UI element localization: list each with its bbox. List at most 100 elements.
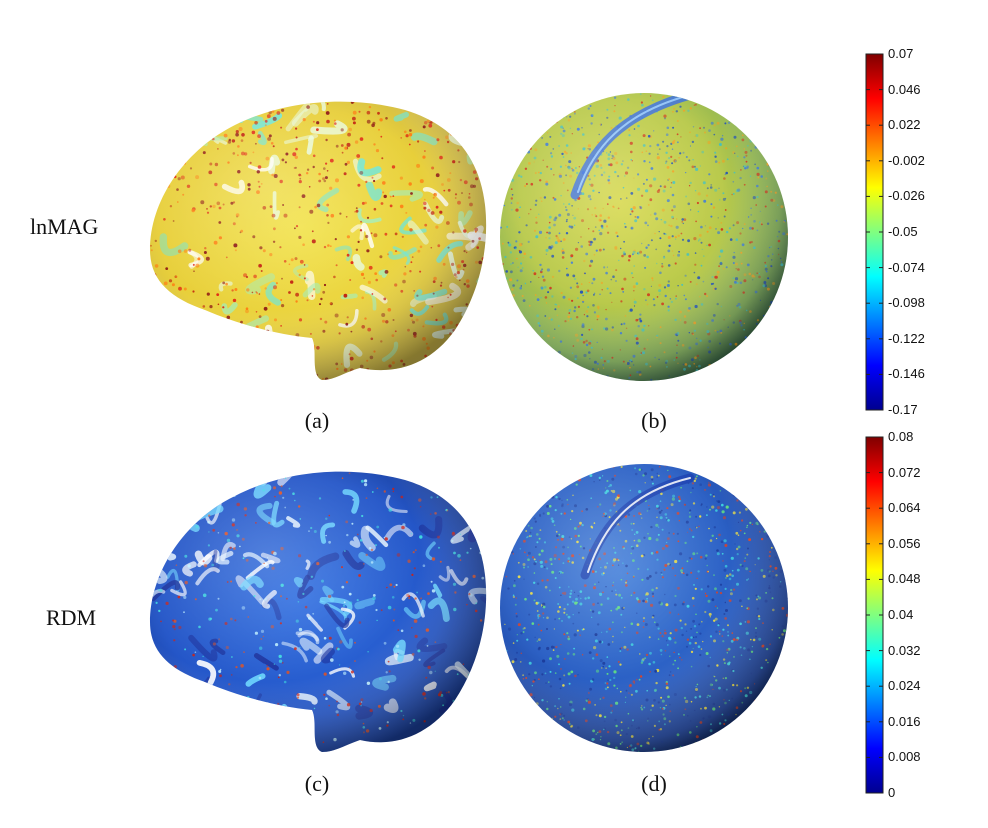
- surface-speckle: [774, 159, 778, 162]
- surface-speckle: [168, 296, 171, 299]
- brain-gyrus-fold: [181, 355, 204, 370]
- surface-speckle: [749, 358, 751, 360]
- surface-speckle: [513, 339, 517, 343]
- surface-speckle: [669, 93, 673, 96]
- surface-speckle: [452, 335, 456, 339]
- surface-speckle: [160, 287, 164, 291]
- surface-speckle: [514, 373, 517, 376]
- surface-speckle: [577, 105, 580, 108]
- surface-speckle: [478, 101, 482, 104]
- surface-speckle: [282, 362, 286, 366]
- surface-speckle: [774, 330, 778, 334]
- surface-speckle: [466, 115, 470, 119]
- surface-speckle: [775, 164, 778, 167]
- surface-speckle: [165, 336, 169, 340]
- surface-speckle: [295, 368, 299, 372]
- surface-speckle: [782, 187, 786, 191]
- surface-speckle: [268, 724, 272, 729]
- surface-speckle: [590, 99, 593, 102]
- surface-speckle: [588, 93, 591, 96]
- brain-gyrus-fold: [195, 732, 207, 752]
- surface-speckle: [540, 729, 543, 732]
- surface-speckle: [548, 492, 552, 495]
- surface-speckle: [468, 323, 473, 327]
- surface-speckle: [507, 344, 511, 348]
- surface-speckle: [160, 309, 164, 313]
- surface-speckle: [169, 101, 173, 105]
- surface-speckle: [537, 131, 541, 135]
- surface-speckle: [758, 742, 760, 745]
- surface-speckle: [513, 703, 517, 706]
- surface-speckle: [152, 699, 156, 703]
- surface-speckle: [482, 154, 485, 158]
- surface-speckle: [172, 129, 176, 133]
- surface-speckle: [564, 368, 567, 371]
- surface-speckle: [436, 111, 441, 116]
- surface-speckle: [512, 357, 514, 360]
- surface-speckle: [197, 314, 202, 319]
- surface-speckle: [160, 704, 164, 708]
- surface-speckle: [299, 732, 302, 735]
- surface-speckle: [761, 115, 765, 119]
- surface-speckle: [784, 317, 787, 320]
- surface-speckle: [174, 338, 176, 341]
- surface-speckle: [775, 726, 779, 730]
- surface-speckle: [179, 337, 182, 340]
- surface-speckle: [475, 506, 478, 509]
- surface-speckle: [758, 104, 762, 108]
- surface-speckle: [714, 369, 717, 372]
- surface-speckle: [511, 354, 514, 357]
- surface-speckle: [500, 332, 503, 335]
- surface-speckle: [184, 734, 188, 738]
- brain-gyrus-fold: [150, 101, 158, 108]
- surface-speckle: [521, 740, 524, 744]
- colorbar-tick-label: 0.016: [888, 713, 921, 729]
- panel-label-b: (b): [641, 408, 667, 433]
- surface-speckle: [723, 106, 726, 110]
- surface-speckle: [210, 107, 215, 111]
- surface-speckle: [190, 492, 193, 495]
- surface-speckle: [735, 739, 737, 742]
- surface-speckle: [757, 474, 760, 477]
- surface-speckle: [256, 111, 260, 115]
- surface-speckle: [510, 531, 514, 535]
- surface-speckle: [784, 276, 786, 278]
- surface-speckle: [770, 367, 773, 370]
- surface-speckle: [530, 471, 534, 475]
- surface-speckle: [288, 739, 291, 742]
- surface-speckle: [742, 113, 746, 116]
- brain-surface-lnmag: [150, 101, 487, 380]
- colorbar-tick-label: 0.022: [888, 117, 921, 133]
- surface-speckle: [532, 94, 536, 98]
- surface-speckle: [741, 732, 744, 735]
- surface-speckle: [752, 334, 754, 336]
- surface-speckle: [547, 480, 549, 482]
- surface-speckle: [517, 125, 520, 129]
- surface-speckle: [506, 361, 509, 365]
- surface-speckle: [505, 309, 509, 313]
- surface-speckle: [516, 736, 519, 739]
- surface-speckle: [557, 103, 560, 107]
- surface-speckle: [280, 101, 284, 105]
- surface-speckle: [242, 108, 246, 112]
- surface-speckle: [508, 130, 512, 134]
- surface-speckle: [287, 363, 291, 367]
- surface-speckle: [194, 327, 197, 330]
- surface-speckle: [689, 746, 693, 749]
- surface-speckle: [784, 504, 787, 508]
- surface-speckle: [670, 750, 673, 752]
- surface-speckle: [755, 467, 759, 471]
- surface-speckle: [437, 487, 441, 490]
- surface-speckle: [762, 373, 765, 376]
- surface-speckle: [481, 733, 484, 736]
- surface-speckle: [419, 474, 424, 479]
- surface-speckle: [534, 358, 536, 360]
- surface-speckle: [508, 297, 512, 301]
- surface-speckle: [150, 286, 153, 290]
- surface-speckle: [728, 369, 731, 371]
- surface-speckle: [512, 671, 516, 675]
- surface-speckle: [579, 744, 583, 748]
- surface-speckle: [533, 729, 536, 732]
- surface-speckle: [504, 184, 506, 187]
- surface-speckle: [477, 495, 480, 498]
